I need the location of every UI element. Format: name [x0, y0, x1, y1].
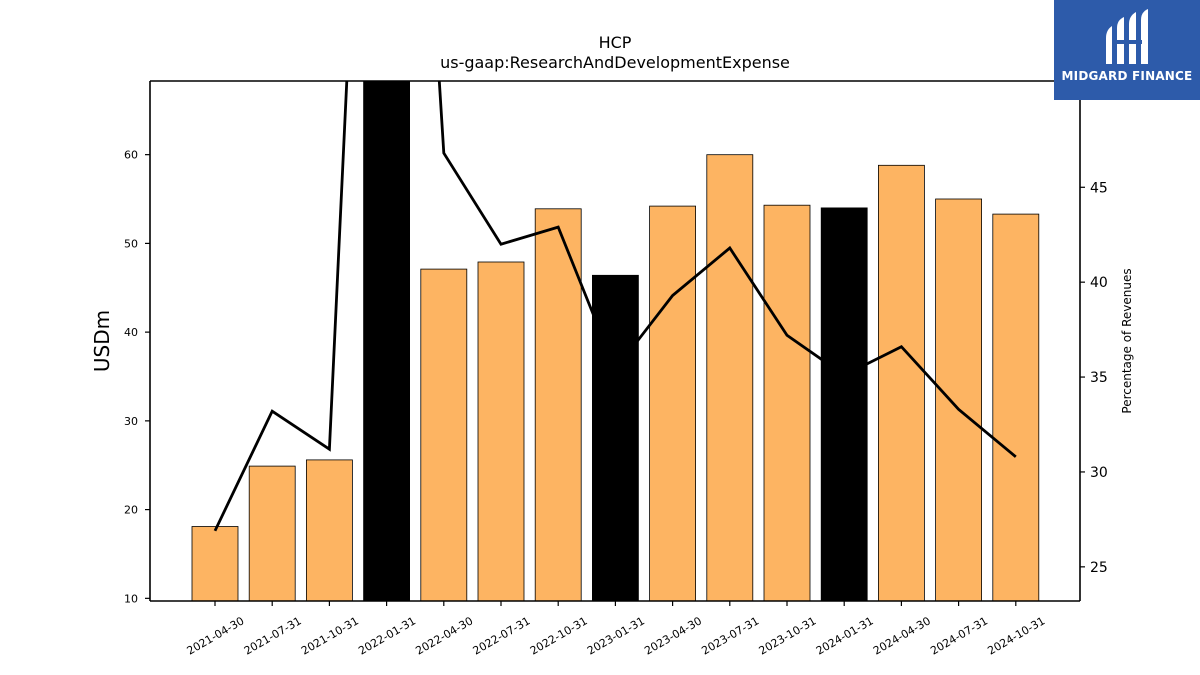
y-tick-label-40: 40 — [124, 326, 138, 339]
bars-layer — [191, 81, 1040, 601]
y-tick-label-20: 20 — [124, 504, 138, 517]
bar-2024-10-31 — [992, 213, 1040, 601]
midgard-finance-logo: MIDGARD FINANCE — [1054, 0, 1200, 100]
bar-2022-10-31 — [534, 208, 582, 601]
y-tick-label-30: 30 — [124, 415, 138, 428]
bar-2021-10-31 — [305, 459, 353, 601]
x-tick-label-2023-01-31: 2023-01-31 — [585, 614, 647, 657]
y-tick-label-50: 50 — [124, 237, 138, 250]
x-tick-label-2022-07-31: 2022-07-31 — [471, 614, 533, 657]
y2-tick-label-45: 45 — [1090, 180, 1108, 196]
x-tick-label-2023-04-30: 2023-04-30 — [642, 614, 704, 657]
x-tick-label-2023-10-31: 2023-10-31 — [757, 614, 819, 657]
x-tick-label-2024-07-31: 2024-07-31 — [928, 614, 990, 657]
midgard-logo-icon — [1106, 9, 1148, 64]
line-layer — [213, 81, 1017, 532]
y-tick-label-60: 60 — [124, 149, 138, 162]
x-tick-label-2024-01-31: 2024-01-31 — [814, 614, 876, 657]
bar-2022-04-30 — [420, 268, 468, 601]
x-tick-label-2022-01-31: 2022-01-31 — [356, 614, 418, 657]
chart-subtitle: us-gaap:ResearchAndDevelopmentExpense — [440, 53, 790, 72]
x-tick-label-2022-04-30: 2022-04-30 — [413, 614, 475, 657]
bar-2024-07-31 — [935, 198, 982, 601]
chart-title: HCP — [599, 33, 632, 52]
bar-2024-01-31 — [820, 207, 868, 601]
y-axis-label: USDm — [90, 310, 114, 372]
bar-2023-04-30 — [649, 205, 696, 601]
bar-2021-04-30 — [191, 526, 239, 601]
x-tick-label-2021-07-31: 2021-07-31 — [242, 614, 304, 657]
y2-tick-label-25: 25 — [1090, 560, 1108, 576]
bar-2023-10-31 — [763, 204, 811, 601]
y2-tick-label-35: 35 — [1090, 370, 1108, 386]
bar-2022-01-31 — [363, 81, 411, 601]
x-tick-label-2022-10-31: 2022-10-31 — [528, 614, 590, 657]
logo-text: MIDGARD FINANCE — [1061, 69, 1193, 83]
x-tick-label-2021-04-30: 2021-04-30 — [185, 614, 247, 657]
bar-2021-07-31 — [248, 465, 296, 601]
bar-2024-04-30 — [878, 164, 925, 601]
y2-tick-label-30: 30 — [1090, 465, 1108, 481]
x-tick-label-2024-10-31: 2024-10-31 — [985, 614, 1047, 657]
percentage-line — [213, 81, 1017, 532]
x-tick-label-2021-10-31: 2021-10-31 — [299, 614, 361, 657]
y2-tick-label-40: 40 — [1090, 275, 1108, 291]
bar-2022-07-31 — [477, 261, 525, 601]
bar-2023-01-31 — [592, 274, 639, 601]
x-tick-label-2023-07-31: 2023-07-31 — [699, 614, 761, 657]
y-tick-label-10: 10 — [124, 592, 138, 605]
bar-2023-07-31 — [706, 154, 754, 601]
y2-axis-label: Percentage of Revenues — [1120, 268, 1134, 413]
x-tick-label-2024-04-30: 2024-04-30 — [871, 614, 933, 657]
